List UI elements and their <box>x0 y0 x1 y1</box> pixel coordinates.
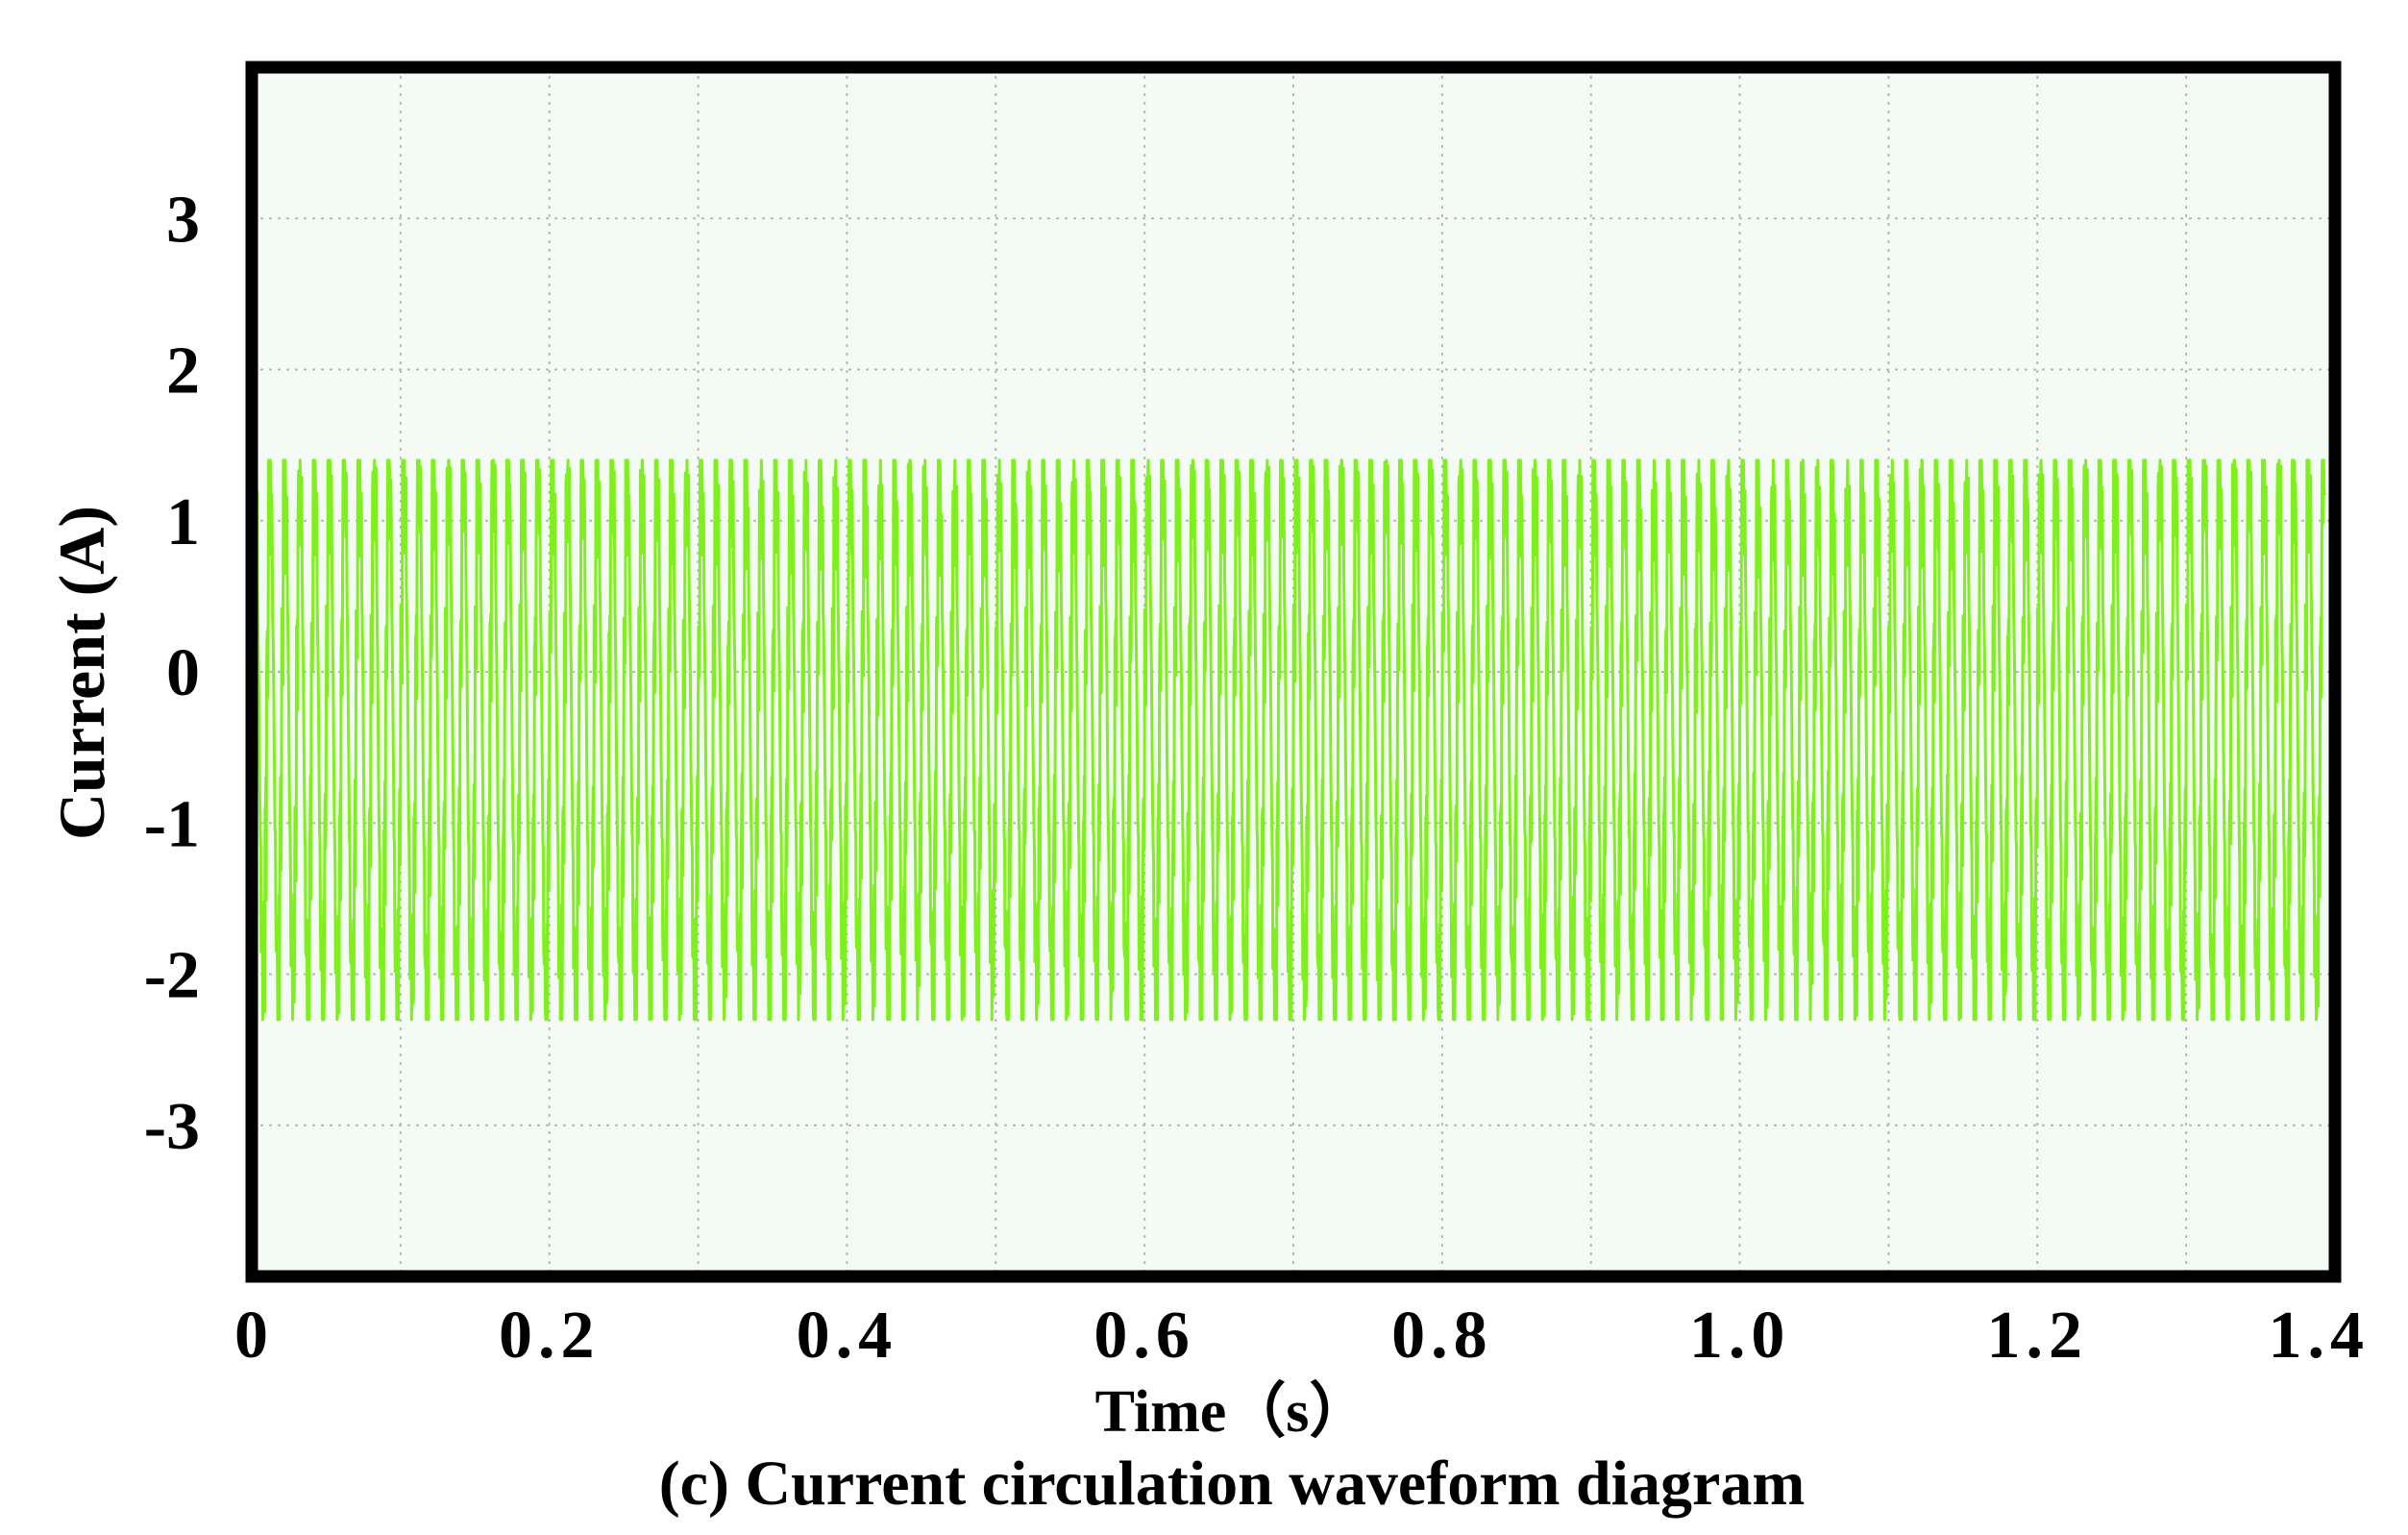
x-tick-label: 1.4 <box>2269 1299 2371 1373</box>
x-tick-label: 0 <box>234 1299 274 1373</box>
x-tick-label: 1.0 <box>1689 1299 1791 1373</box>
x-tick-label: 0.2 <box>499 1299 601 1373</box>
plot-frame <box>245 61 2342 1283</box>
x-axis-label: Time（s） <box>1095 1377 1369 1445</box>
y-tick-label: 0 <box>166 636 200 710</box>
x-tick-label: 0.6 <box>1093 1299 1195 1373</box>
figure-caption: (c) Current circulation waveform diagram <box>659 1448 1806 1519</box>
x-axis-ticks: 0 0.2 0.4 0.6 0.8 1.0 1.2 1.4 <box>234 1299 2371 1373</box>
y-axis-label: Current (A) <box>45 506 118 840</box>
y-axis-ticks: 3 2 1 0 -1 -2 -3 <box>144 183 200 1164</box>
series-layer <box>253 458 2326 1022</box>
x-tick-label: 0.4 <box>797 1299 898 1373</box>
current-waveform-line <box>253 458 2326 1022</box>
y-tick-label: -2 <box>144 939 200 1013</box>
y-tick-label: -3 <box>144 1090 200 1164</box>
x-tick-label: 0.8 <box>1391 1299 1493 1373</box>
y-tick-label: 2 <box>166 334 200 409</box>
y-tick-label: 1 <box>166 485 200 559</box>
y-tick-label: -1 <box>144 787 200 861</box>
y-tick-label: 3 <box>166 183 200 257</box>
x-tick-label: 1.2 <box>1987 1299 2089 1373</box>
